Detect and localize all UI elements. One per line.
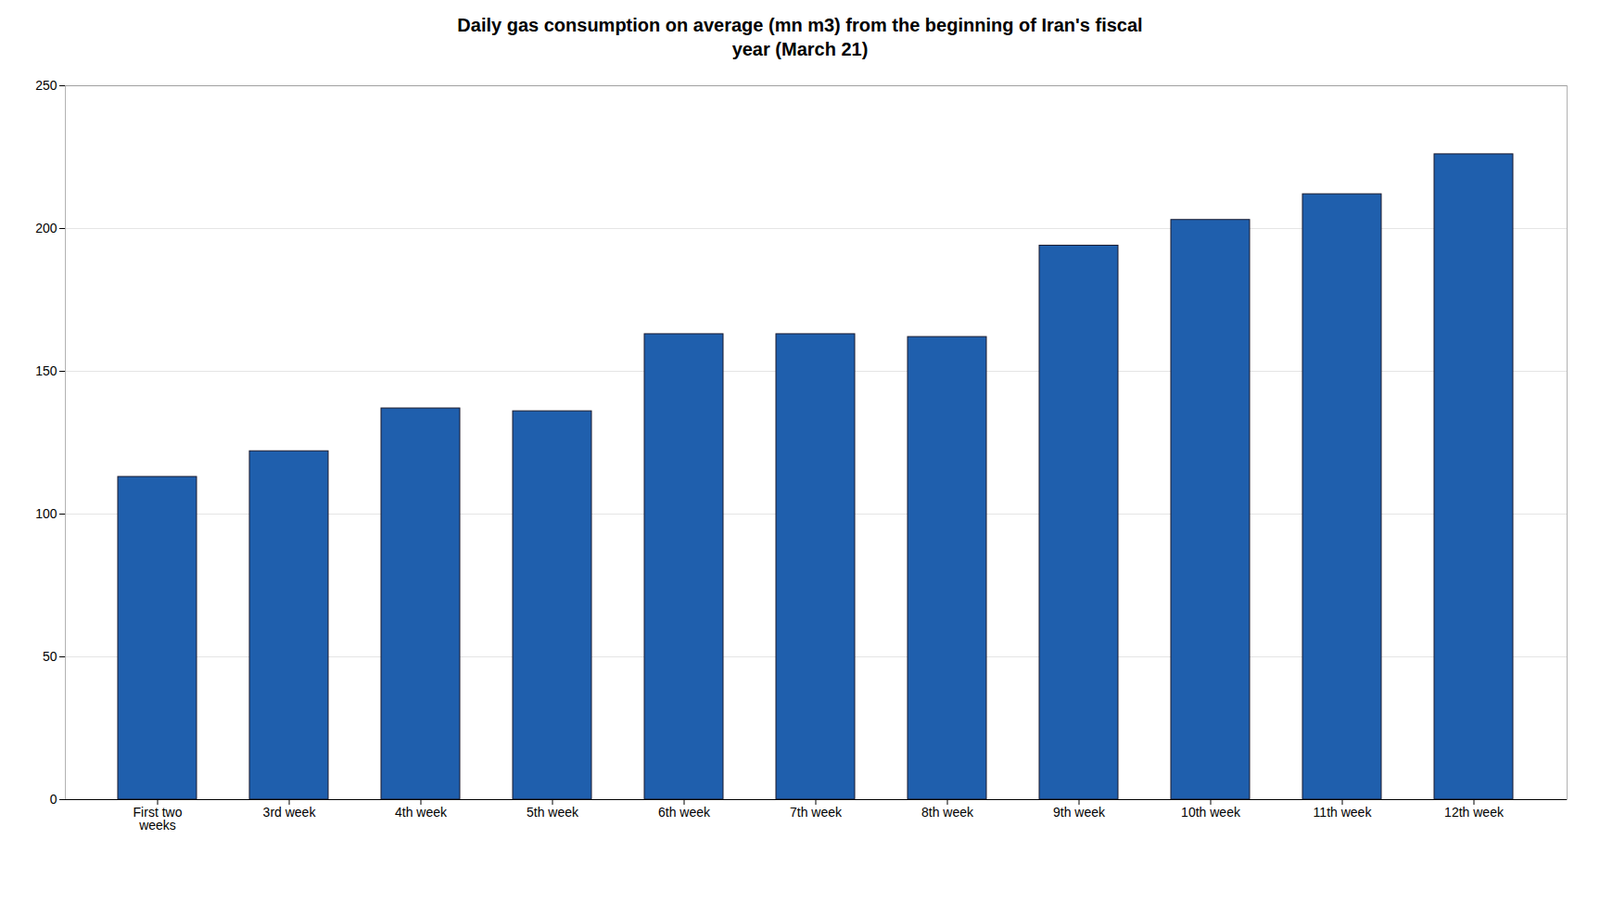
svg-text:5th week: 5th week <box>526 804 580 820</box>
svg-text:7th week: 7th week <box>789 804 843 820</box>
svg-text:6th week: 6th week <box>658 804 712 820</box>
svg-text:8th week: 8th week <box>921 804 975 820</box>
html-text:Daily gas consumption on avera: Daily gas consumption on average (mn m3)… <box>457 14 1143 60</box>
svg-text:9th week: 9th week <box>1053 804 1106 820</box>
svg-text:First twoweeks: First twoweeks <box>133 804 183 833</box>
svg-text:250: 250 <box>35 77 58 93</box>
svg-text:11th week: 11th week <box>1313 804 1373 820</box>
svg-text:50: 50 <box>42 648 58 664</box>
svg-text:200: 200 <box>35 220 58 236</box>
svg-text:4th week: 4th week <box>394 804 448 820</box>
svg-text:12th week: 12th week <box>1444 804 1505 820</box>
svg-text:0: 0 <box>50 791 58 807</box>
svg-text:150: 150 <box>35 363 58 379</box>
svg-text:3rd week: 3rd week <box>263 804 318 820</box>
svg-text:100: 100 <box>35 506 58 521</box>
svg-text:10th week: 10th week <box>1180 804 1242 820</box>
